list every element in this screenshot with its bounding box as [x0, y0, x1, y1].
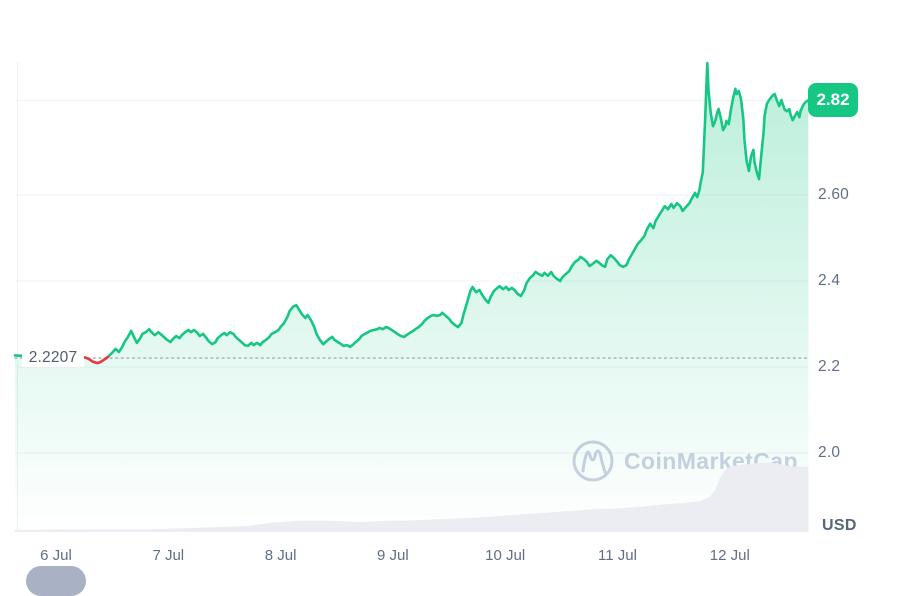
x-axis-tick-label: 7 Jul — [152, 547, 185, 564]
price-chart-plot[interactable]: CoinMarketCap — [0, 0, 913, 580]
price-line — [13, 61, 810, 365]
x-axis-tick-label: 8 Jul — [264, 547, 297, 564]
x-axis-tick-label: 6 Jul — [40, 547, 72, 564]
x-axis-tick-label: 12 Jul — [709, 547, 750, 564]
bottom-scroll-handle[interactable] — [26, 566, 86, 596]
x-axis-tick-label: 9 Jul — [377, 547, 409, 564]
price-line-below-open — [83, 355, 109, 365]
y-axis-tick-label: 2.0 — [818, 444, 841, 461]
y-axis-tick-label: 2.4 — [818, 272, 841, 289]
x-axis-tick-label: 10 Jul — [485, 547, 526, 564]
y-axis-tick-label: 2.2 — [818, 358, 841, 375]
currency-label: USD — [822, 517, 857, 534]
current-price-badge: 2.82 — [808, 83, 858, 118]
volume-area — [15, 462, 809, 532]
price-area-fill — [15, 63, 809, 532]
open-price-label: 2.2207 — [22, 349, 84, 368]
x-axis-tick-label: 11 Jul — [598, 547, 637, 564]
y-axis-tick-label: 2.60 — [818, 186, 849, 203]
